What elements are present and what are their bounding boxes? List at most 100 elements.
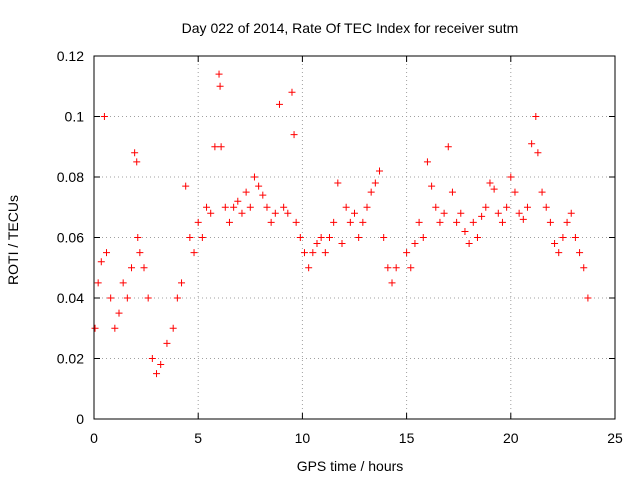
data-point: [246, 203, 254, 211]
data-point: [309, 249, 317, 257]
data-point: [211, 143, 219, 151]
data-point: [367, 188, 375, 196]
data-point: [567, 209, 575, 217]
data-point: [300, 249, 308, 257]
x-tick-label: 15: [399, 430, 415, 446]
data-point: [563, 218, 571, 226]
data-point: [584, 294, 592, 302]
data-point: [271, 209, 279, 217]
data-point: [97, 258, 105, 266]
data-point: [580, 264, 588, 272]
data-point: [190, 249, 198, 257]
data-point: [134, 234, 142, 241]
data-point: [392, 264, 400, 272]
data-point: [157, 361, 165, 369]
data-point: [131, 149, 139, 157]
data-point: [263, 203, 271, 211]
data-point: [216, 82, 224, 90]
data-point: [221, 203, 229, 211]
y-tick-label: 0: [76, 411, 84, 427]
x-tick-label: 25: [607, 430, 623, 446]
x-tick-label: 20: [503, 430, 519, 446]
x-axis-label: GPS time / hours: [297, 458, 404, 474]
data-point: [290, 131, 298, 139]
axis-ticks: [93, 55, 616, 420]
data-point: [148, 355, 156, 362]
data-point: [207, 209, 215, 217]
data-point: [133, 158, 141, 166]
data-point: [440, 209, 448, 217]
data-point: [388, 279, 396, 287]
data-point: [551, 240, 559, 248]
data-point: [528, 140, 536, 148]
data-point: [334, 179, 342, 187]
data-point: [546, 218, 554, 226]
data-point: [371, 179, 379, 187]
y-tick-label: 0.08: [57, 169, 84, 185]
data-point: [415, 218, 423, 226]
data-point: [359, 218, 367, 226]
data-point: [280, 203, 288, 211]
y-tick-label: 0.04: [57, 290, 84, 306]
data-point: [313, 240, 321, 248]
data-point: [296, 234, 304, 241]
data-point: [123, 294, 131, 302]
data-point: [292, 218, 300, 226]
data-points: [91, 70, 592, 378]
data-point: [103, 249, 111, 257]
data-point: [355, 234, 363, 241]
data-point: [238, 209, 246, 217]
data-point: [559, 234, 567, 241]
data-point: [194, 218, 202, 226]
data-point: [384, 264, 392, 272]
data-point: [173, 294, 181, 302]
x-tick-label: 10: [295, 430, 311, 446]
data-point: [284, 209, 292, 217]
tick-labels: 0 5 10 15 20 25 0 0.02 0.04 0.06 0.08 0.1 0.12: [57, 48, 623, 446]
data-point: [259, 191, 267, 199]
data-point: [250, 173, 258, 181]
data-point: [469, 218, 477, 226]
data-point: [363, 203, 371, 211]
data-point: [115, 309, 123, 317]
data-point: [534, 149, 542, 157]
data-point: [453, 218, 461, 226]
data-point: [411, 240, 419, 248]
chart-title: Day 022 of 2014, Rate Of TEC Index for r…: [182, 20, 519, 36]
data-point: [111, 324, 119, 332]
data-point: [217, 143, 225, 151]
data-point: [321, 249, 329, 257]
y-tick-label: 0.1: [65, 109, 85, 125]
data-point: [128, 264, 136, 272]
data-point: [515, 209, 523, 217]
y-tick-label: 0.12: [57, 48, 84, 64]
y-axis-label: ROTI / TECUs: [5, 195, 21, 285]
y-tick-label: 0.06: [57, 230, 84, 246]
data-point: [136, 249, 144, 257]
data-point: [423, 158, 431, 166]
data-point: [140, 264, 148, 272]
data-point: [507, 173, 515, 181]
data-point: [215, 70, 223, 78]
grid-lines: [94, 56, 615, 419]
data-point: [473, 234, 481, 241]
data-point: [346, 218, 354, 226]
data-point: [169, 324, 177, 332]
data-point: [255, 182, 263, 190]
data-point: [523, 203, 531, 211]
data-point: [119, 279, 127, 287]
data-point: [234, 197, 242, 205]
data-point: [519, 215, 527, 223]
data-point: [178, 279, 186, 287]
data-point: [203, 203, 211, 211]
data-point: [448, 188, 456, 196]
x-tick-label: 5: [194, 430, 202, 446]
data-point: [486, 179, 494, 187]
data-point: [186, 234, 194, 241]
data-point: [163, 339, 171, 347]
data-point: [100, 113, 108, 120]
data-point: [325, 234, 333, 241]
data-point: [351, 209, 358, 217]
data-point: [532, 113, 540, 120]
